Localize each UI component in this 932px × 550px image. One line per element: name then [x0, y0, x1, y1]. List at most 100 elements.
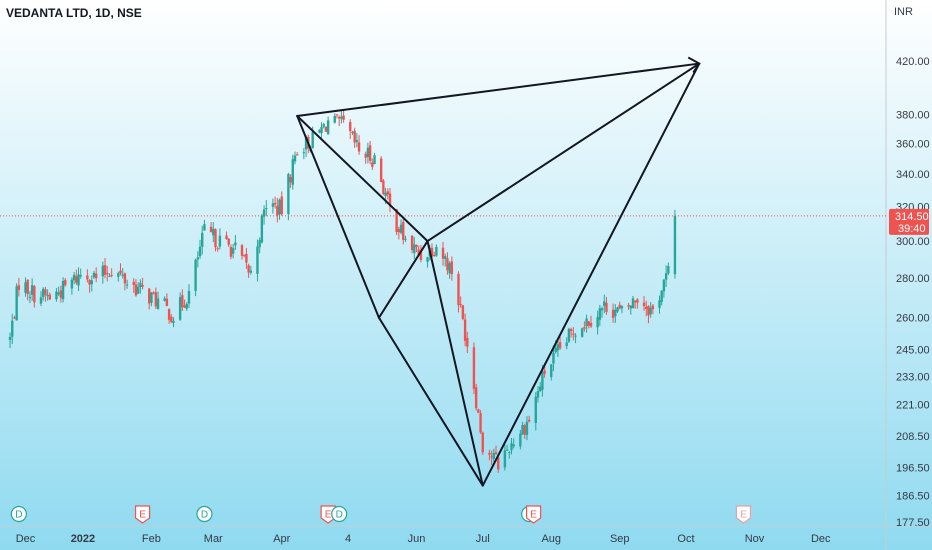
candle-body	[446, 258, 449, 271]
candle-body	[55, 291, 58, 300]
y-tick-label: 233.00	[896, 371, 930, 383]
candle-body	[426, 257, 429, 262]
candle-body	[48, 294, 52, 300]
candle-body	[324, 126, 328, 132]
candle-body	[523, 425, 526, 435]
candle-body	[589, 323, 593, 327]
candle-body	[61, 281, 65, 300]
candle-body	[457, 273, 460, 306]
pattern-line[interactable]	[296, 62, 701, 117]
candle-body	[611, 309, 615, 318]
candle-body	[596, 317, 599, 328]
candle-body	[616, 307, 619, 312]
candle-body	[117, 273, 120, 277]
candle-body	[337, 116, 341, 119]
candle-body	[340, 116, 343, 119]
candle-body	[88, 279, 91, 285]
candle-body	[382, 180, 385, 194]
candle-body	[357, 142, 361, 152]
candle-body	[214, 229, 217, 248]
candle-body	[17, 285, 21, 290]
candle-body	[435, 246, 438, 256]
candle-body	[121, 274, 124, 276]
candle-body	[108, 275, 111, 277]
candle-body	[565, 342, 568, 347]
candle-body	[474, 387, 478, 409]
candle-body	[497, 457, 500, 470]
candle-body	[296, 154, 299, 156]
y-tick-label: 245.00	[896, 344, 930, 356]
candle-body	[141, 285, 144, 287]
event-marker-letter: D	[15, 510, 22, 521]
harmonic-pattern-drawing[interactable]	[296, 56, 701, 487]
candle-body	[165, 298, 169, 306]
candle-body	[492, 453, 496, 459]
candle-body	[293, 155, 297, 162]
pattern-line[interactable]	[377, 316, 484, 487]
candle-body	[536, 391, 540, 398]
time-axis[interactable]: Dec 2022 Feb Mar Apr 4 Jun Jul Aug Sep Oct Nov Dec	[16, 533, 831, 545]
pattern-line[interactable]	[481, 62, 701, 487]
candle-body	[572, 333, 575, 335]
candle-body	[291, 159, 294, 185]
candle-body	[302, 152, 306, 154]
candle-body	[181, 295, 184, 307]
x-tick-label: Nov	[745, 533, 765, 545]
symbol-title: VEDANTA LTD, 1D, NSE	[6, 6, 142, 20]
event-marker-letter: E	[740, 510, 747, 521]
candle-body	[227, 238, 230, 245]
pattern-line[interactable]	[377, 240, 429, 319]
candle-body	[355, 139, 359, 142]
candle-body	[658, 300, 661, 308]
candle-body	[534, 396, 537, 423]
candle-body	[156, 298, 160, 309]
candle-body	[59, 290, 63, 298]
candle-body	[402, 222, 405, 240]
candle-body	[8, 336, 12, 340]
candle-body	[481, 432, 484, 453]
pattern-line[interactable]	[296, 114, 429, 243]
y-tick-label: 196.50	[896, 463, 930, 475]
candle-body	[86, 275, 89, 280]
candle-body	[187, 290, 191, 304]
candle-body	[373, 155, 376, 165]
pattern-line[interactable]	[426, 62, 701, 243]
candle-body	[432, 255, 436, 257]
price-axis[interactable]: 420.00380.00360.00340.00320.00300.00280.…	[896, 56, 930, 529]
candle-body	[201, 232, 204, 247]
candle-body	[618, 304, 621, 309]
pattern-line[interactable]	[426, 240, 484, 487]
candle-body	[194, 259, 197, 291]
candle-body	[46, 295, 49, 297]
candle-body	[322, 124, 325, 127]
earnings-marker: E	[735, 505, 752, 524]
candle-body	[662, 279, 666, 292]
candle-body	[415, 244, 418, 248]
candle-body	[620, 306, 624, 309]
y-tick-label: 340.00	[896, 169, 930, 181]
candle-body	[673, 215, 677, 275]
candle-body	[57, 292, 60, 295]
candle-body	[148, 288, 151, 304]
candle-body	[585, 318, 588, 327]
currency-label: INR	[894, 6, 913, 18]
earnings-marker-shield	[735, 505, 752, 524]
candle-body	[150, 292, 153, 303]
candle-body	[276, 205, 279, 216]
candle-body	[558, 342, 562, 349]
pattern-line[interactable]	[296, 114, 380, 319]
candle-body	[448, 263, 451, 274]
y-tick-label: 186.50	[896, 491, 930, 503]
candle-body	[631, 298, 635, 309]
candle-body	[349, 122, 352, 132]
earnings-marker-shield	[525, 505, 542, 524]
candle-body	[265, 207, 268, 209]
candle-body	[92, 272, 96, 278]
last-price-value: 314.50	[895, 211, 929, 223]
x-tick-label: Sep	[610, 533, 630, 545]
candle-body	[44, 289, 47, 295]
candle-body	[627, 305, 630, 307]
pattern-arrowhead[interactable]	[687, 56, 701, 74]
